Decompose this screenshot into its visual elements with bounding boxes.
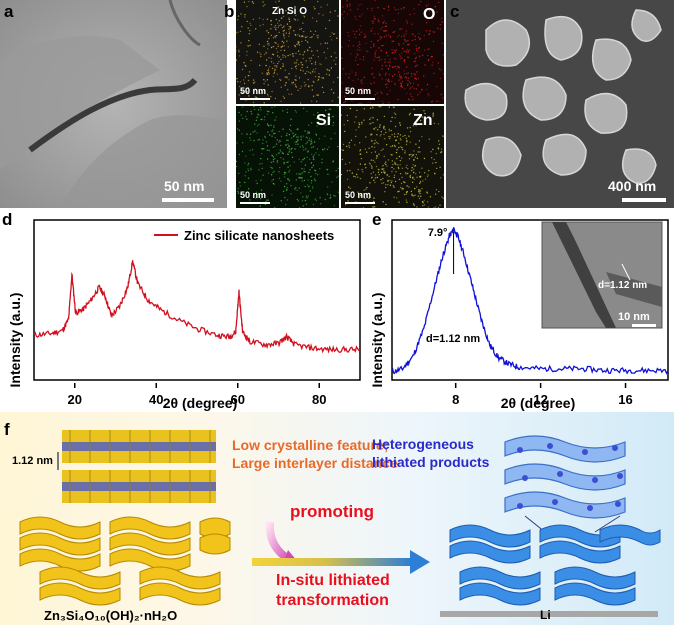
promoting-text: promoting [290,502,375,521]
panel-f-graphics [19,430,661,617]
transformation-arrow [252,558,412,566]
feature-text-2: Large interlayer distance [232,455,398,471]
panel-c-scale-text: 400 nm [608,178,657,194]
sem-flakes-illustration [446,0,674,208]
lithium-dots [517,443,623,511]
panel-f-label: f [4,420,10,439]
products-text-1: Heterogeneous [372,436,474,452]
panel-a-scale-text: 50 nm [164,178,205,194]
chart-e-frame [391,219,669,381]
eds-map-znsio-scale: 50 nm [240,86,267,96]
panel-b-label: b [224,2,235,21]
x-tick-label: 12 [533,392,547,407]
x-tick-label: 20 [68,392,82,407]
chart-e-series-line [391,227,669,375]
chart-e-annotation: d=1.12 nm [426,333,480,345]
eds-map-zn-scale: 50 nm [345,190,372,200]
panel-d-label: d [2,210,13,229]
panel-f-schematic: f [0,412,674,625]
transformation-text-2: transformation [276,592,389,609]
panel-a-label: a [4,2,14,21]
x-tick-label: 40 [149,392,163,407]
eds-map-o-dots [341,0,444,104]
x-tick-label: 60 [231,392,245,407]
lithiated-product-layers [504,435,626,519]
panel-c-sem-image: c 400 nm [446,0,674,208]
panel-c-label: c [450,2,460,21]
eds-map-o-scale: 50 nm [345,86,372,96]
interlayer-spacing-label: 1.12 nm [12,455,53,467]
panel-e-label: e [372,210,382,229]
chart-e-xlabel: 2θ (degree) [501,395,575,411]
chart-d-legend-label: Zinc silicate nanosheets [184,228,334,243]
eds-map-si-scale-bar [240,202,270,204]
eds-map-zn-dots [341,106,444,208]
inset-scale-bar [632,324,656,327]
chart-d: Intensity (a.u.) 2θ (degree) 20 40 60 80 Zi… [7,219,361,411]
eds-map-zn-scale-bar [345,202,375,204]
formula-label: Zn₃Si₄O₁₀(OH)₂·nH₂O [44,608,178,623]
eds-map-zn: Zn 50 nm [341,106,444,208]
eds-map-o: O 50 nm [341,0,444,104]
eds-map-znsio: Zn Si O 50 nm [236,0,339,104]
tem-sheet-illustration [0,0,227,208]
x-tick-label: 8 [452,392,459,407]
eds-map-si-scale: 50 nm [240,190,267,200]
chart-d-series-line [33,260,361,354]
eds-map-znsio-tag: Zn Si O [272,6,307,17]
eds-map-si-tag: Si [316,112,332,129]
transformation-text-1: In-situ lithiated [276,572,390,589]
x-tick-label: 80 [312,392,326,407]
eds-map-o-scale-bar [345,98,375,100]
chart-e: Intensity (a.u.) 2θ (degree) 8 12 16 7.9° … [369,219,669,411]
crystal-structure [57,430,216,503]
feature-text-1: Low crystalline feature; [232,437,389,453]
chart-d-xlabel: 2θ (degree) [163,395,237,411]
x-tick-label: 16 [618,392,632,407]
yellow-nanosheet-stacks [19,516,231,606]
inset-scale-text: 10 nm [618,311,650,323]
products-text-2: lithiated products [372,454,490,470]
transformation-arrow-head [410,550,430,574]
chart-e-ylabel: Intensity (a.u.) [369,293,385,388]
panel-a-tem-image: a 50 nm [0,0,227,208]
eds-map-znsio-scale-bar [240,98,270,100]
chart-d-frame [33,219,361,381]
eds-map-zn-tag: Zn [413,112,433,129]
eds-map-o-tag: O [423,6,436,23]
lithium-substrate [440,611,658,617]
chart-e-inset-tem: d=1.12 nm 10 nm [541,221,663,329]
eds-map-si: Si 50 nm [236,106,339,208]
chart-d-ylabel: Intensity (a.u.) [7,293,23,388]
li-label: Li [540,608,551,622]
panel-c-scale-bar [622,198,666,202]
blue-nanosheet-stacks [449,524,661,606]
eds-map-si-dots [236,106,339,208]
panel-a-scale-bar [162,198,214,202]
chart-e-peak-label: 7.9° [428,227,448,239]
eds-map-znsio-dots [236,0,339,104]
inset-d-spacing: d=1.12 nm [598,280,647,291]
